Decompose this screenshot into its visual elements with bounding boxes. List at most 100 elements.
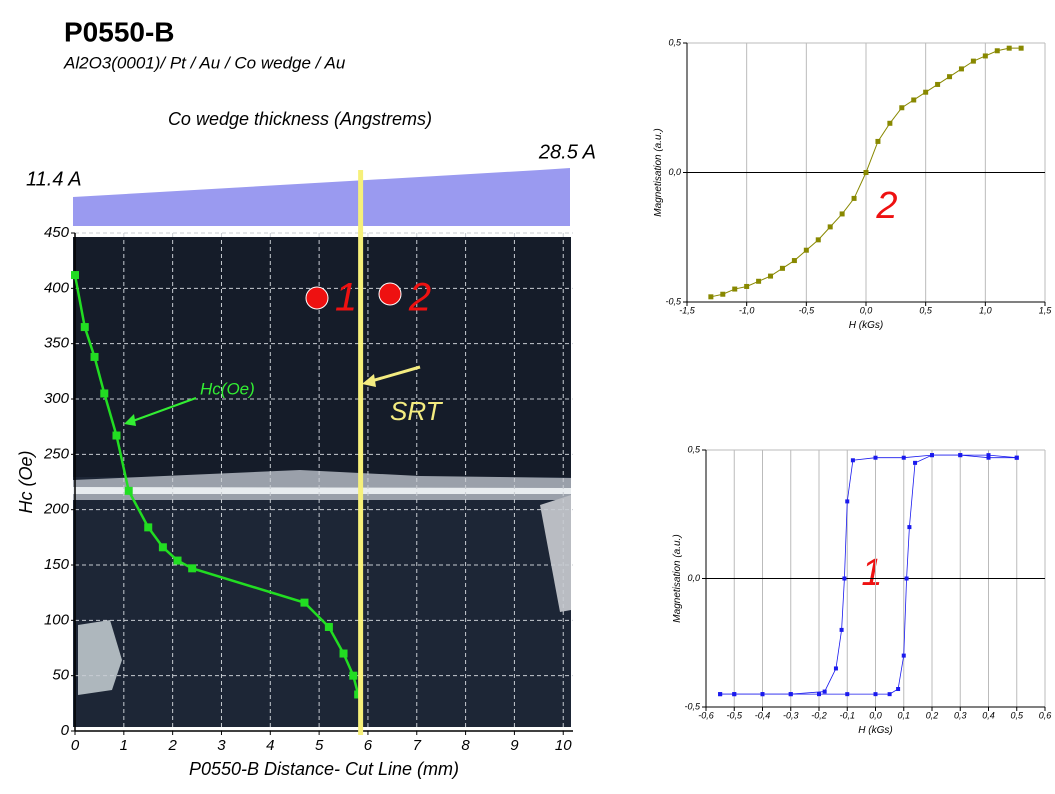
y-tick-label: 350 [44,335,70,352]
srt-arrowhead [362,374,376,387]
data-point [887,120,893,126]
data-point [911,97,917,103]
x-tick-label: 6 [364,737,373,754]
data-point [923,89,929,95]
x-tick-label: -0,3 [783,710,799,720]
data-point [845,692,850,697]
y-tick-label: 0,0 [687,573,700,583]
y-tick-label: 300 [44,390,70,407]
x-tick-label: 0,0 [860,305,873,315]
series-label: Hc(Oe) [200,379,255,398]
data-point [839,627,844,632]
data-point [760,692,765,697]
data-point [833,666,838,671]
y-tick-label: 0,5 [687,444,701,454]
data-point [71,271,79,280]
data-point [873,455,878,460]
data-point [827,224,833,230]
data-point [173,556,182,565]
data-point [901,653,906,658]
x-tick-label: 4 [266,737,274,754]
wedge-label: 28.5 A [538,141,596,163]
point-label: 2 [408,276,431,320]
data-point [188,564,197,573]
photo-region [73,237,571,477]
x-tick-label: 2 [167,737,177,754]
data-point [986,453,991,458]
data-point [732,692,737,697]
data-point [875,138,881,144]
data-point [1006,45,1012,51]
x-tick-label: -0,6 [698,710,714,720]
x-tick-label: 0,2 [926,710,939,720]
point-label: 1 [335,276,357,320]
measure-point [378,282,402,306]
title: P0550-B [64,16,175,47]
x-tick-label: -1,0 [739,305,755,315]
measure-point [305,286,329,310]
x-tick-label: -0,1 [839,710,855,720]
data-point [732,286,738,292]
top-axis-label: Co wedge thickness (Angstrems) [168,109,432,129]
y-tick-label: 0 [61,722,70,739]
y-tick-label: -0,5 [684,701,701,711]
x-tick-label: -0,5 [726,710,743,720]
data-point [839,211,845,217]
data-point [339,649,348,658]
x-tick-label: -0,4 [755,710,771,720]
x-tick-label: 7 [413,737,422,754]
data-point [756,278,762,284]
data-point [930,453,934,458]
data-point [100,389,109,398]
data-point [901,455,906,460]
data-point [913,460,918,465]
x-tick-label: 10 [555,737,572,754]
data-point [80,323,89,332]
loop-label: 1 [861,552,882,594]
x-tick-label: 1,0 [979,305,992,315]
x-tick-label: 0,1 [897,710,910,720]
data-point [904,576,909,581]
y-tick-label: 450 [44,224,70,241]
x-tick-label: 1 [120,737,128,754]
y-tick-label: 400 [44,279,70,296]
x-tick-label: 0,5 [919,305,933,315]
x-axis-label: P0550-B Distance- Cut Line (mm) [189,759,459,779]
data-point [842,576,847,581]
data-point [907,525,912,530]
data-point [863,170,869,175]
x-tick-label: -1,5 [679,305,696,315]
subtitle: Al2O3(0001)/ Pt / Au / Co wedge / Au [63,53,346,72]
data-point [935,81,941,87]
x-tick-label: 0,5 [1010,710,1024,720]
y-tick-label: 0,0 [668,167,681,177]
y-axis-label: Hc (Oe) [16,451,36,514]
x-tick-label: 8 [461,737,470,754]
data-point [850,458,855,463]
data-point [873,692,878,697]
data-point [947,74,953,80]
series-label-arrow [129,397,197,423]
x-tick-label: 0,3 [954,710,967,720]
data-point [803,247,809,253]
data-point [851,195,857,201]
wedge [73,168,570,226]
data-point [1014,455,1019,460]
data-point [958,453,963,458]
data-point [958,66,964,72]
x-tick-label: 0,0 [869,710,882,720]
photo-edge [78,620,122,695]
data-point [324,622,333,631]
y-tick-label: 100 [44,611,70,628]
data-point [887,692,892,697]
data-point [768,273,774,279]
data-point [822,689,827,694]
data-point [788,692,793,697]
srt-label: SRT [390,396,444,426]
data-point [986,455,991,460]
data-point [982,53,988,59]
y-axis-label: Magnetisation (a.u.) [672,534,683,622]
data-point [718,692,723,697]
x-tick-label: 0 [71,737,80,754]
